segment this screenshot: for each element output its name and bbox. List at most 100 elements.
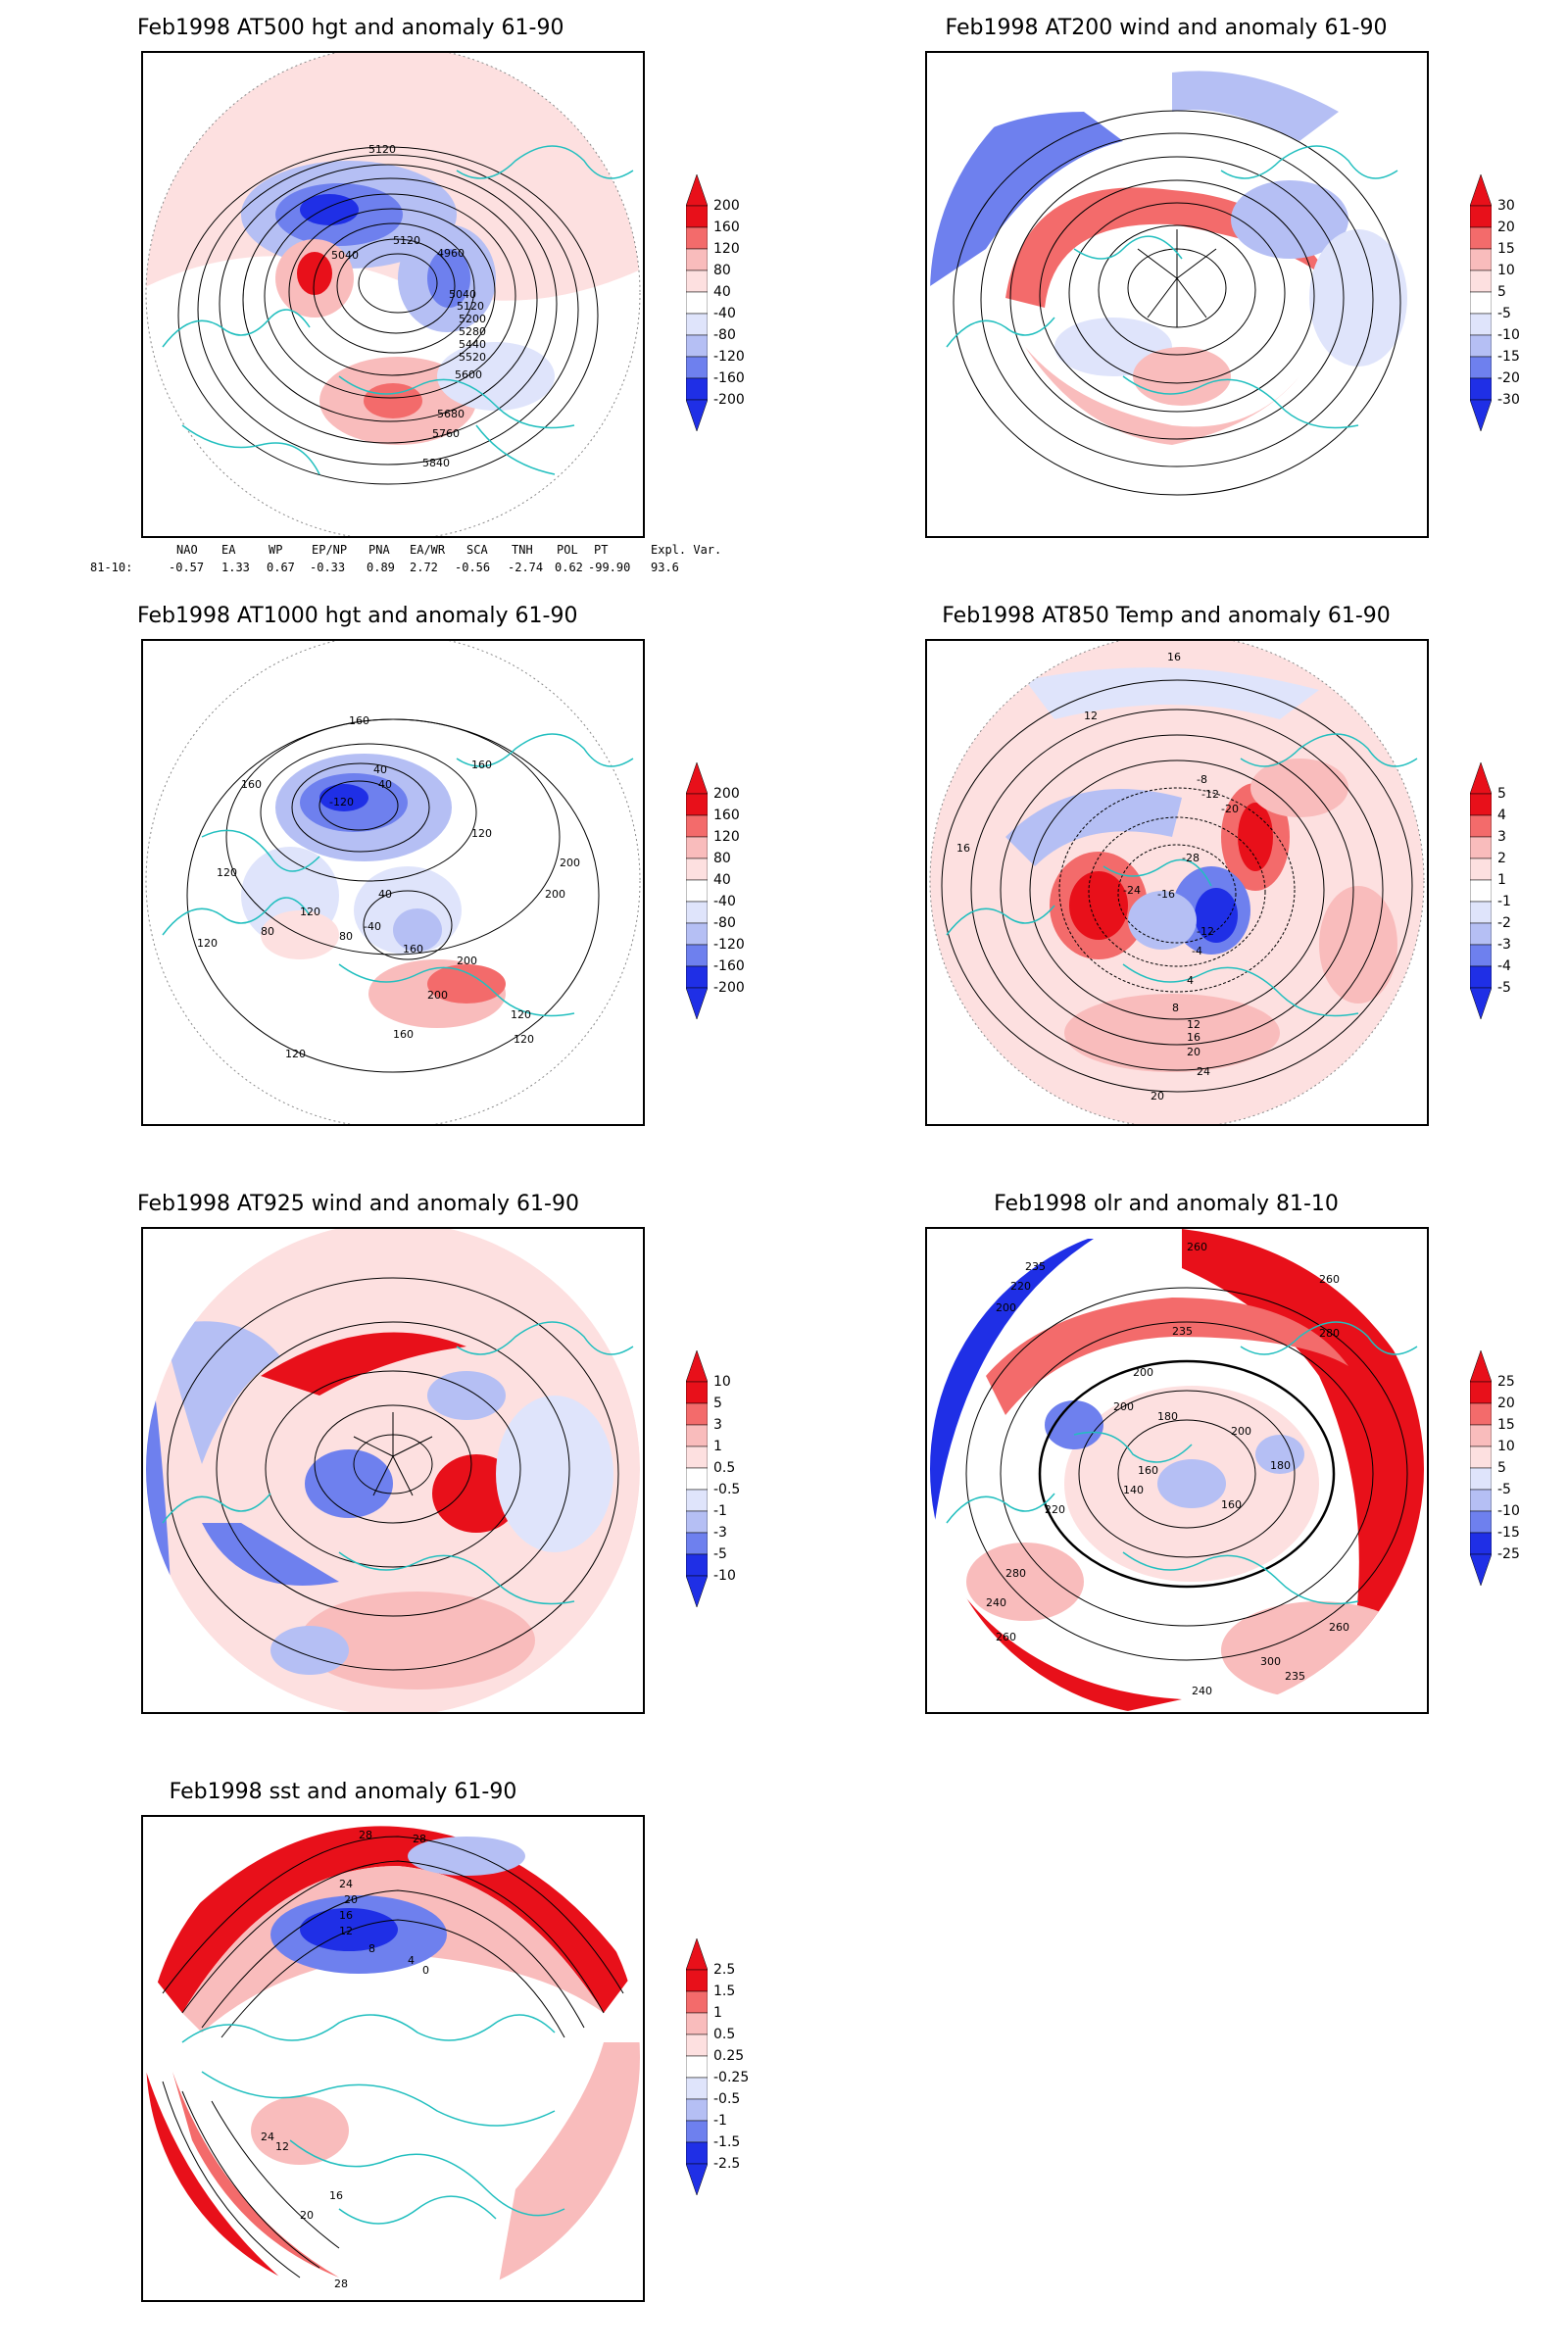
svg-text:260: 260 xyxy=(1187,1241,1207,1253)
colorbar-label: -40 xyxy=(713,894,736,909)
colorbar-swatch xyxy=(1469,1446,1493,1469)
colorbar: 30 20 15 10 5 -5 -10 -15 -20 -30 xyxy=(1469,173,1520,435)
svg-text:5760: 5760 xyxy=(432,427,460,440)
svg-text:160: 160 xyxy=(349,714,369,727)
map-frame xyxy=(141,1227,645,1714)
svg-text:40: 40 xyxy=(378,888,392,901)
svg-text:5200: 5200 xyxy=(459,313,486,325)
map-frame: 16 12 16 -8 -12 -20 -28 -24 -16 -12 -4 4 8 12 1… xyxy=(925,639,1429,1126)
svg-text:260: 260 xyxy=(1319,1273,1340,1286)
colorbar-swatch xyxy=(685,356,709,379)
colorbar-label: -5 xyxy=(713,1546,727,1562)
svg-text:160: 160 xyxy=(1221,1498,1242,1511)
colorbar-swatch xyxy=(1469,248,1493,271)
svg-text:5440: 5440 xyxy=(459,338,486,351)
colorbar-label: -1.5 xyxy=(713,2134,741,2150)
colorbar-swatch xyxy=(1469,313,1493,336)
index-value: 93.6 xyxy=(651,561,679,574)
map-frame: 28 28 24 20 16 12 8 4 0 12 16 20 28 24 xyxy=(141,1815,645,2302)
index-value: -0.57 xyxy=(169,561,205,574)
svg-text:16: 16 xyxy=(329,2189,343,2202)
svg-text:24: 24 xyxy=(1197,1065,1210,1078)
svg-text:5680: 5680 xyxy=(437,408,465,420)
colorbar-label: 0.25 xyxy=(713,2048,745,2064)
colorbar-swatch xyxy=(1469,965,1493,989)
colorbar-swatches xyxy=(685,1349,709,1608)
colorbar-label: -10 xyxy=(1497,1503,1520,1519)
svg-text:4: 4 xyxy=(408,1954,415,1967)
svg-text:8: 8 xyxy=(1172,1002,1179,1014)
svg-text:-28: -28 xyxy=(1182,852,1200,864)
colorbar-label: -160 xyxy=(713,370,745,386)
colorbar-label: 20 xyxy=(1497,1396,1515,1411)
colorbar-label: 10 xyxy=(713,1374,731,1390)
colorbar-label: 30 xyxy=(1497,198,1515,214)
colorbar-label: 2.5 xyxy=(713,1962,736,1978)
colorbar-swatch xyxy=(1469,334,1493,358)
colorbar-swatch xyxy=(1469,173,1493,207)
colorbar-label: 5 xyxy=(1497,1460,1506,1476)
polar-map: 5120 5040 5120 4960 5040 5120 5200 5280 … xyxy=(145,53,641,536)
svg-text:12: 12 xyxy=(275,2140,289,2153)
colorbar-swatch xyxy=(685,1532,709,1555)
colorbar-swatch xyxy=(1469,836,1493,859)
colorbar-swatch xyxy=(685,248,709,271)
colorbar-label: -3 xyxy=(1497,937,1511,953)
colorbar-swatch xyxy=(685,1489,709,1512)
colorbar-label: -5 xyxy=(1497,980,1511,996)
svg-text:24: 24 xyxy=(261,2131,274,2143)
colorbar-swatch xyxy=(685,291,709,315)
colorbar-label: 1 xyxy=(713,1439,722,1454)
colorbar-swatches xyxy=(1469,1349,1493,1587)
colorbar-label: -1 xyxy=(713,1503,727,1519)
colorbar-swatch xyxy=(1469,399,1493,432)
svg-text:16: 16 xyxy=(956,842,970,855)
svg-text:-24: -24 xyxy=(1123,884,1141,897)
colorbar-swatch xyxy=(685,2055,709,2079)
svg-text:120: 120 xyxy=(471,827,492,840)
colorbar-swatch xyxy=(685,1575,709,1608)
colorbar-swatch xyxy=(685,793,709,816)
colorbar-label: 160 xyxy=(713,220,740,235)
svg-text:40: 40 xyxy=(378,778,392,791)
colorbar-label: -2 xyxy=(1497,915,1511,931)
svg-text:5120: 5120 xyxy=(457,300,484,313)
colorbar-swatch xyxy=(685,205,709,228)
svg-text:200: 200 xyxy=(1231,1425,1251,1438)
svg-text:5040: 5040 xyxy=(449,288,476,301)
colorbar: 10 5 3 1 0.5 -0.5 -1 -3 -5 -10 xyxy=(685,1349,740,1611)
svg-text:12: 12 xyxy=(1187,1018,1200,1031)
index-header: EP/NP xyxy=(312,543,348,557)
colorbar: 2.5 1.5 1 0.5 0.25 -0.25 -0.5 -1 -1.5 -2.5 xyxy=(685,1937,749,2199)
colorbar-swatch xyxy=(685,761,709,795)
svg-text:5040: 5040 xyxy=(331,249,359,262)
svg-text:20: 20 xyxy=(344,1893,358,1906)
svg-text:200: 200 xyxy=(545,888,565,901)
colorbar-swatch xyxy=(685,858,709,881)
colorbar-label: 1 xyxy=(713,2005,722,2021)
colorbar-label: -2.5 xyxy=(713,2156,741,2172)
svg-text:235: 235 xyxy=(1025,1260,1046,1273)
colorbar-label: 1 xyxy=(1497,872,1506,888)
svg-text:120: 120 xyxy=(217,866,237,879)
map-frame: 160 160 40 40 -120 160 120 120 200 200 120 40 … xyxy=(141,639,645,1126)
colorbar-label: -80 xyxy=(713,915,736,931)
colorbar-swatch xyxy=(1469,377,1493,401)
colorbar-swatch xyxy=(685,2077,709,2100)
panel-title: Feb1998 sst and anomaly 61-90 xyxy=(169,1780,517,1804)
colorbar-swatch xyxy=(1469,1349,1493,1383)
svg-text:-4: -4 xyxy=(1192,945,1202,957)
colorbar-swatch xyxy=(685,2034,709,2057)
colorbar-label: 40 xyxy=(713,872,731,888)
svg-text:16: 16 xyxy=(1167,651,1181,663)
svg-text:12: 12 xyxy=(1084,710,1098,722)
colorbar-swatch xyxy=(1469,761,1493,795)
svg-text:280: 280 xyxy=(1005,1567,1026,1580)
colorbar-swatch xyxy=(685,270,709,293)
colorbar-label: -5 xyxy=(1497,306,1511,321)
colorbar-swatch xyxy=(1469,1467,1493,1491)
index-header: NAO xyxy=(176,543,198,557)
colorbar-label: 25 xyxy=(1497,1374,1515,1390)
colorbar-label: -10 xyxy=(713,1568,736,1584)
